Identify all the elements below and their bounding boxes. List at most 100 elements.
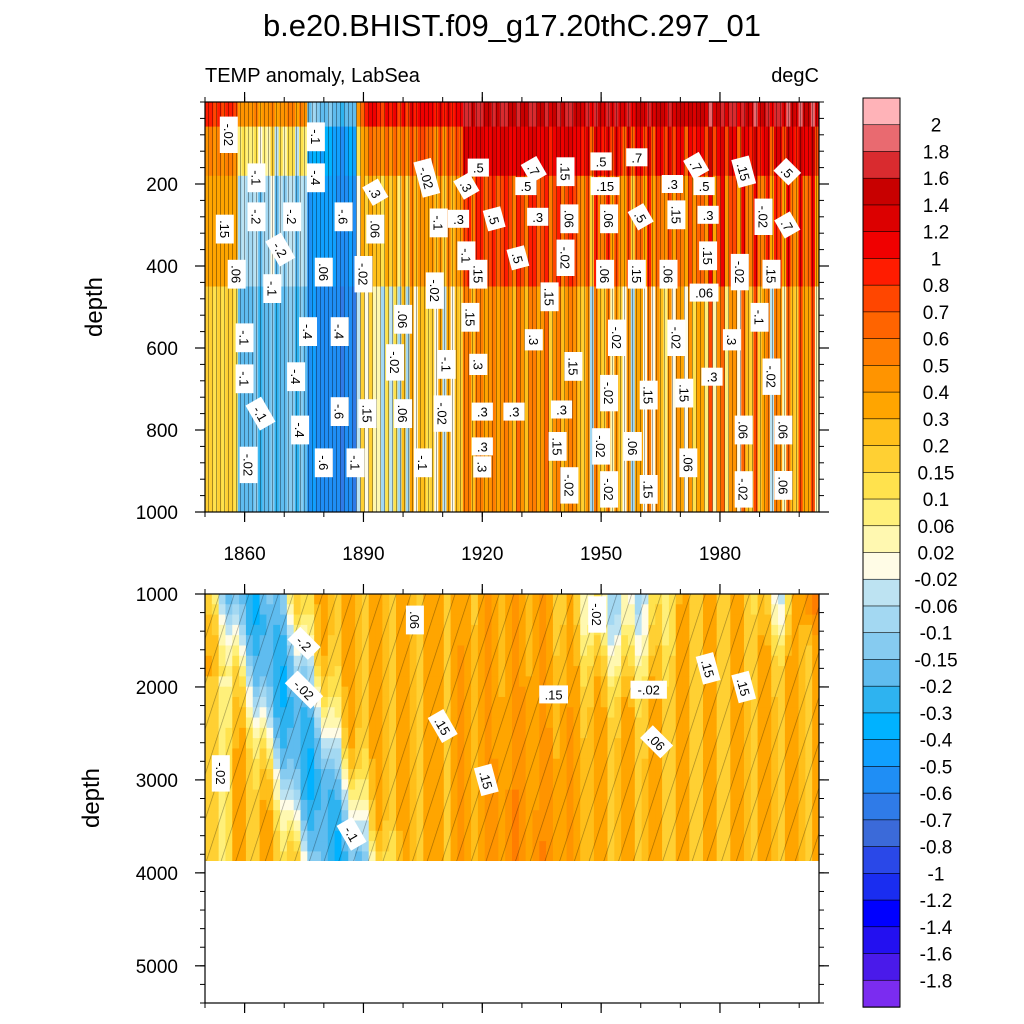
contour-label-box — [762, 259, 781, 289]
contour-label: -.02 — [754, 198, 773, 236]
colorbar-label: -0.7 — [920, 811, 953, 832]
contour-label: .7 — [626, 148, 648, 167]
contour-label-box — [469, 259, 488, 289]
contour-label-text: .7 — [631, 150, 642, 165]
contour-label-box — [291, 415, 310, 445]
contour-label-text: .5 — [473, 161, 484, 176]
contour-label-box — [503, 402, 525, 421]
colorbar-swatch — [862, 953, 901, 981]
contour-label-box — [429, 208, 448, 238]
contour-label: -.02 — [608, 319, 626, 356]
contour-label-text: -.4 — [288, 369, 303, 384]
contour-label-text: -.6 — [332, 404, 347, 419]
colorbar-label: 0.5 — [923, 356, 949, 377]
contour-label-text: -.02 — [558, 247, 573, 269]
colorbar-swatch — [862, 471, 901, 500]
contour-label: .3 — [453, 172, 480, 200]
colorbar-label: -0.02 — [914, 570, 957, 591]
colorbar-label: 1.8 — [923, 143, 949, 164]
contour-label: -.02 — [556, 239, 575, 276]
contour-label-box — [235, 323, 254, 353]
contour-label-box — [731, 155, 757, 188]
colorbar-label: 2 — [931, 116, 942, 137]
contour-label-box — [394, 399, 413, 429]
colorbar-label: 0.1 — [923, 490, 949, 511]
contour-label-box — [506, 245, 530, 271]
contour-label-box — [539, 685, 568, 704]
contour-label: .06 — [560, 204, 579, 234]
colorbar-swatch — [862, 177, 901, 206]
contour-label-box — [722, 329, 741, 351]
contour-label-box — [394, 304, 413, 334]
contour-label: -.02 — [762, 358, 781, 395]
contour-label: .15 — [675, 378, 694, 408]
contour-label: .06 — [600, 204, 619, 234]
contour-label-text: .15 — [542, 288, 557, 306]
contour-label-text: -.1 — [415, 455, 430, 470]
contour-label-box — [433, 395, 452, 432]
contour-label-text: .06 — [601, 210, 616, 228]
contour-label-text: .3 — [703, 208, 714, 223]
contour-label: -.02 — [600, 374, 619, 412]
contour-label-text: .15 — [217, 220, 232, 238]
contour-label-box — [265, 232, 296, 267]
contour-label-text: .3 — [509, 405, 520, 420]
contour-label: .5 — [627, 203, 654, 231]
contour-label: .5 — [482, 206, 506, 232]
colorbar-swatch — [862, 552, 901, 580]
contour-label: .15 — [427, 709, 458, 743]
contour-label-box — [330, 317, 349, 347]
contour-label-box — [211, 755, 230, 792]
contour-label-box — [596, 259, 615, 289]
contour-label: .3 — [722, 329, 741, 351]
contour-label-box — [520, 156, 547, 184]
contour-label-box — [306, 122, 325, 152]
contour-label: .15 — [667, 200, 686, 230]
contour-label: .06 — [394, 399, 413, 429]
colorbar-label: -0.4 — [920, 731, 953, 752]
contour-label: .06 — [640, 725, 674, 759]
contour-label: .7 — [683, 151, 710, 180]
contour-label-box — [627, 203, 654, 231]
contour-label-box — [299, 317, 317, 347]
contour-label-box — [437, 349, 456, 379]
y-tick-label: 400 — [146, 257, 178, 278]
colorbar-swatch — [862, 258, 901, 286]
colorbar-label: 1.6 — [923, 169, 949, 190]
contour-label-text: -.4 — [300, 324, 315, 339]
contour-label-text: -.02 — [668, 327, 683, 349]
lower-ylabel: depth — [78, 768, 105, 828]
contour-label-box — [734, 415, 753, 445]
contour-label-text: .06 — [597, 265, 612, 283]
contour-label: -.6 — [334, 202, 353, 232]
contour-label-box — [247, 202, 266, 232]
contour-label-box — [334, 202, 353, 232]
contour-label: .3 — [471, 402, 493, 421]
contour-label: .15 — [639, 474, 658, 504]
contour-label: .3 — [527, 207, 549, 226]
contour-label: .5 — [506, 245, 530, 271]
colorbar: 2 1.8 1.6 1.4 1.2 1 0.8 0.7 0.6 0.5 0.4 0.3 0.2 0.15 0… — [862, 97, 958, 1008]
contour-label: -.6 — [314, 448, 333, 478]
x-tick-label: 1980 — [699, 544, 741, 565]
contour-label: -.2 — [283, 202, 302, 232]
colorbar-label: 0.8 — [923, 276, 949, 297]
contour-label-box — [215, 214, 234, 244]
colorbar-label: -0.06 — [914, 597, 957, 618]
y-tick-label: 600 — [146, 339, 178, 360]
contour-label-text: -.02 — [213, 762, 228, 784]
upper-contour-labels: -.02 -.1-.1 -.4.5.7.15.5.7.7.15.5-.02.3.3.… — [215, 116, 802, 508]
colorbar-label: -1.4 — [920, 918, 953, 939]
contour-label-box — [731, 670, 757, 704]
x-tick-label: 1950 — [580, 544, 622, 565]
contour-label: -.02 — [560, 467, 579, 504]
contour-label: .06 — [366, 214, 385, 244]
contour-label-box — [590, 152, 612, 171]
contour-label-text: -.1 — [439, 357, 454, 372]
lower-panel: .06 -.02 -.2 .15 -.02 .15 -.02 .15 .15 .06 -.02 .15… — [78, 584, 829, 1013]
contour-label-text: .5 — [509, 251, 526, 265]
contour-label-box — [283, 202, 302, 232]
contour-label: -.1 — [245, 396, 276, 431]
contour-label-text: .15 — [700, 247, 715, 265]
contour-label-box — [560, 467, 579, 504]
